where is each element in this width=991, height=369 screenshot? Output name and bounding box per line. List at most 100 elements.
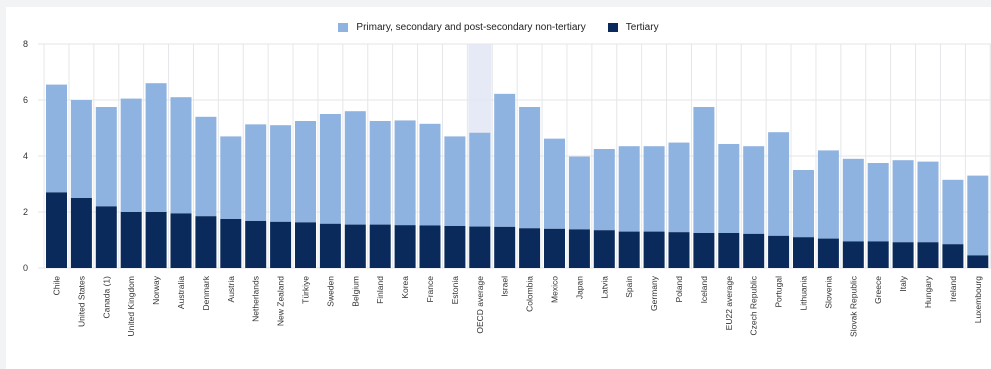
bar-tertiary-segment[interactable] (46, 192, 67, 268)
x-tick-label: Israel (500, 276, 510, 297)
bar-tertiary-segment[interactable] (270, 221, 292, 268)
legend-swatch-primary (338, 22, 349, 32)
bar-primary-segment[interactable] (46, 84, 67, 193)
bar-tertiary-segment[interactable] (394, 225, 416, 268)
x-tick-label: Colombia (525, 276, 535, 312)
bar-primary-segment[interactable] (195, 116, 217, 217)
bar-tertiary-segment[interactable] (145, 212, 167, 268)
bar-primary-segment[interactable] (295, 121, 316, 223)
bar-tertiary-segment[interactable] (195, 216, 217, 268)
stacked-bar-chart: 0 2 4 6 8 Chile United States Canada (1) United … (23, 39, 991, 337)
bar-tertiary-segment[interactable] (170, 213, 192, 268)
x-tick-label: Greece (873, 276, 883, 304)
bar-primary-segment[interactable] (568, 156, 590, 230)
bar-primary-segment[interactable] (668, 142, 690, 233)
bar-primary-segment[interactable] (344, 111, 366, 225)
x-tick-label: Korea (400, 276, 410, 299)
x-tick-label: Chile (52, 276, 62, 296)
x-tick-label: New Zealand (276, 276, 286, 326)
bar-tertiary-segment[interactable] (643, 231, 665, 268)
x-tick-label: EU22 average (724, 276, 734, 331)
y-tick-label: 2 (23, 207, 28, 217)
bar-primary-segment[interactable] (394, 120, 416, 226)
bar-primary-segment[interactable] (718, 143, 740, 233)
bar-tertiary-segment[interactable] (743, 233, 765, 268)
bar-primary-segment[interactable] (494, 93, 516, 227)
bar-tertiary-segment[interactable] (892, 242, 914, 268)
bar-tertiary-segment[interactable] (245, 220, 267, 268)
x-tick-label: Austria (226, 276, 236, 303)
bar-primary-segment[interactable] (817, 150, 839, 239)
x-tick-label: Norway (151, 275, 161, 305)
bar-primary-segment[interactable] (245, 124, 267, 221)
bar-tertiary-segment[interactable] (842, 241, 864, 268)
bar-tertiary-segment[interactable] (519, 228, 541, 268)
bar-primary-segment[interactable] (369, 121, 391, 225)
bar-tertiary-segment[interactable] (967, 255, 989, 268)
bar-primary-segment[interactable] (967, 175, 989, 256)
bar-tertiary-segment[interactable] (544, 228, 565, 268)
bar-primary-segment[interactable] (892, 160, 914, 243)
bar-primary-segment[interactable] (319, 114, 341, 224)
bar-tertiary-segment[interactable] (220, 219, 242, 268)
bar-primary-segment[interactable] (618, 146, 640, 232)
bar-tertiary-segment[interactable] (817, 238, 839, 268)
x-tick-label: Luxembourg (973, 276, 983, 324)
x-tick-label: Czech Republic (749, 275, 759, 335)
legend-label-tertiary: Tertiary (625, 21, 659, 33)
x-tick-label: Türkiye (301, 276, 311, 304)
bar-tertiary-segment[interactable] (344, 224, 366, 268)
bar-primary-segment[interactable] (793, 170, 814, 238)
legend-item-primary[interactable]: Primary, secondary and post-secondary no… (338, 22, 586, 33)
bar-primary-segment[interactable] (842, 158, 864, 242)
bar-tertiary-segment[interactable] (668, 232, 690, 268)
bar-primary-segment[interactable] (768, 132, 790, 236)
bar-tertiary-segment[interactable] (295, 222, 316, 268)
bar-tertiary-segment[interactable] (319, 223, 341, 268)
bar-primary-segment[interactable] (145, 83, 167, 212)
bar-primary-segment[interactable] (70, 100, 92, 198)
bar-primary-segment[interactable] (917, 161, 939, 243)
bar-primary-segment[interactable] (170, 97, 192, 214)
bar-tertiary-segment[interactable] (768, 235, 790, 268)
bar-tertiary-segment[interactable] (917, 242, 939, 268)
bar-tertiary-segment[interactable] (120, 212, 142, 268)
bar-primary-segment[interactable] (867, 163, 889, 242)
bar-tertiary-segment[interactable] (369, 224, 391, 268)
bar-tertiary-segment[interactable] (568, 229, 590, 268)
bar-tertiary-segment[interactable] (494, 226, 516, 268)
bar-primary-segment[interactable] (519, 107, 541, 229)
bar-primary-segment[interactable] (469, 132, 491, 227)
legend-item-tertiary[interactable]: Tertiary (607, 21, 659, 33)
bar-primary-segment[interactable] (270, 125, 292, 222)
bar-tertiary-segment[interactable] (419, 225, 441, 268)
bar-tertiary-segment[interactable] (444, 226, 466, 268)
legend-swatch-tertiary (607, 22, 618, 32)
bar-tertiary-segment[interactable] (942, 244, 964, 268)
y-tick-label: 4 (23, 151, 28, 161)
bar-primary-segment[interactable] (220, 136, 242, 219)
bar-primary-segment[interactable] (544, 138, 565, 229)
bar-tertiary-segment[interactable] (469, 226, 491, 268)
x-tick-label: Slovenia (823, 276, 833, 309)
x-tick-label: United States (76, 276, 86, 327)
bar-primary-segment[interactable] (643, 146, 665, 232)
bar-tertiary-segment[interactable] (693, 233, 715, 268)
bar-tertiary-segment[interactable] (718, 233, 740, 268)
bar-primary-segment[interactable] (743, 146, 765, 234)
bar-primary-segment[interactable] (942, 179, 964, 245)
bar-primary-segment[interactable] (593, 149, 615, 231)
bar-primary-segment[interactable] (95, 107, 117, 207)
bar-primary-segment[interactable] (444, 136, 466, 226)
bar-tertiary-segment[interactable] (618, 231, 640, 268)
bar-primary-segment[interactable] (120, 98, 142, 212)
x-tick-label: Iceland (699, 276, 709, 304)
bar-tertiary-segment[interactable] (793, 237, 814, 268)
x-tick-label: Sweden (325, 276, 335, 307)
bar-tertiary-segment[interactable] (70, 198, 92, 268)
bar-tertiary-segment[interactable] (95, 206, 117, 268)
bar-primary-segment[interactable] (419, 123, 441, 226)
bar-primary-segment[interactable] (693, 107, 715, 233)
bar-tertiary-segment[interactable] (867, 241, 889, 268)
bar-tertiary-segment[interactable] (593, 230, 615, 268)
